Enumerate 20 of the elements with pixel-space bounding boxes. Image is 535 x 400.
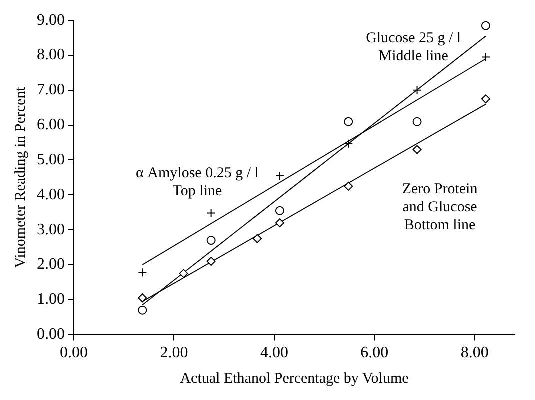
x-axis-title: Actual Ethanol Percentage by Volume [180,370,410,387]
y-tick-label: 3.00 [37,221,65,238]
x-tick-label: 0.00 [60,344,88,362]
y-tick-label: 5.00 [37,151,65,168]
x-tick-label: 2.00 [160,344,188,362]
y-tick-label: 4.00 [37,186,65,204]
x-tick-label: 8.00 [460,344,489,362]
y-axis-title: Vinometer Reading in Percent [12,86,29,268]
x-tick-label: 4.00 [260,344,288,362]
y-tick-label: 2.00 [37,256,65,274]
y-tick-label: 7.00 [37,82,65,99]
y-tick-label: 1.00 [37,291,65,308]
y-tick-label: 6.00 [37,116,65,134]
y-tick-label: 8.00 [37,46,65,64]
annotation: α Amylose 0.25 g / l Top line [136,166,259,200]
y-tick-label: 0.00 [37,326,65,344]
annotation: Glucose 25 g / l Middle line [366,30,462,65]
annotation: Zero Protein and Glucose Bottom line [402,181,478,234]
y-tick-label: 9.00 [37,12,65,29]
x-tick-label: 6.00 [360,344,389,362]
